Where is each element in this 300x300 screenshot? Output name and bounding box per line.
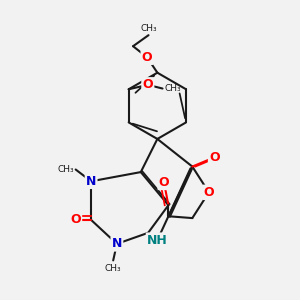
Text: CH₃: CH₃ [140,24,157,33]
Text: O: O [142,51,152,64]
Text: O: O [204,186,214,199]
Text: N: N [112,237,122,250]
Text: NH: NH [147,234,168,247]
Text: CH₃: CH₃ [105,264,122,273]
Text: O: O [142,78,153,92]
Text: N: N [86,175,96,188]
Text: O: O [70,213,81,226]
Text: CH₃: CH₃ [164,84,181,93]
Text: CH₃: CH₃ [57,165,74,174]
Text: O: O [209,151,220,164]
Text: O: O [159,176,169,189]
